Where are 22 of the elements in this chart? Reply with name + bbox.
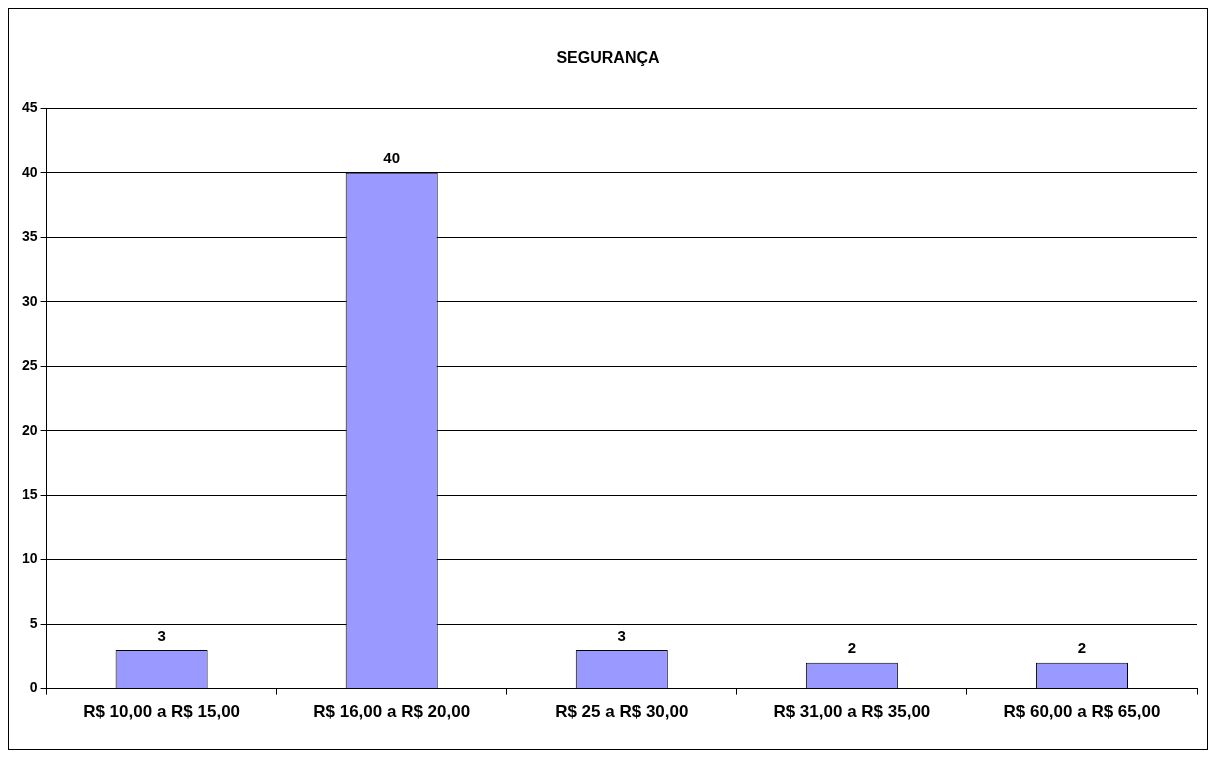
y-tick-label: 35: [21, 228, 38, 245]
y-tick-label: 25: [21, 357, 38, 374]
y-tick-label: 20: [21, 421, 38, 438]
chart-title: SEGURANÇA: [556, 49, 660, 67]
y-tick-label: 15: [21, 485, 38, 502]
x-tick-label: R$ 10,00 a R$ 15,00: [83, 702, 241, 722]
x-tick-label: R$ 25 a R$ 30,00: [555, 702, 689, 722]
y-tick-label: 0: [29, 679, 38, 696]
data-label: 3: [157, 626, 166, 644]
x-tick-label: R$ 16,00 a R$ 20,00: [313, 702, 471, 722]
data-label: 3: [617, 626, 626, 644]
data-label: 2: [1077, 639, 1087, 657]
y-tick-label: 5: [29, 614, 38, 631]
y-tick-label: 10: [21, 550, 38, 567]
x-tick-label: R$ 31,00 a R$ 35,00: [773, 702, 931, 722]
y-tick-label: 45: [21, 99, 38, 116]
data-label: 40: [383, 149, 401, 167]
y-tick-label: 40: [21, 163, 38, 180]
y-tick-label: 30: [21, 292, 38, 309]
chart-frame: SEGURANÇA R$ 10,00 a R$ 15,00 R$ 16,00 a R$ 20,00 R$ 25 a R$ 30,00 R$ 31,00 a R$ 35,00 R$ 60,00 a R$ 65,00 0 5 10 15 20 25 30 35 40 45 3 40 3 2 2: [8, 8, 1208, 750]
data-label: 2: [847, 639, 857, 657]
x-tick-label: R$ 60,00 a R$ 65,00: [1003, 702, 1161, 722]
